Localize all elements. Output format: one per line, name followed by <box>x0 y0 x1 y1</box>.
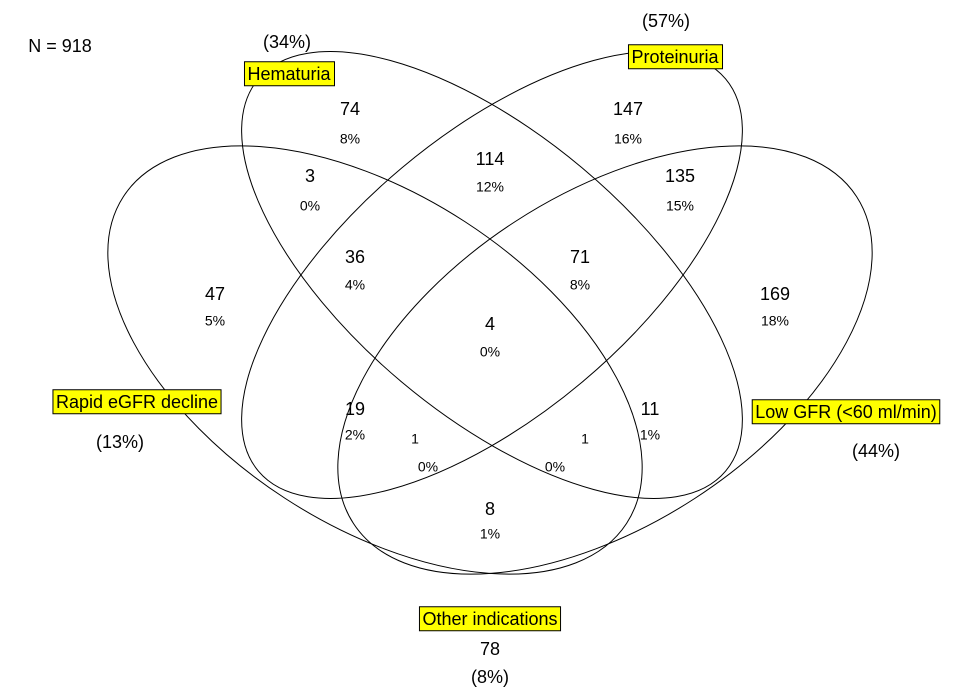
label-box <box>627 44 724 70</box>
region-count: 8 <box>485 499 495 519</box>
region-count: 147 <box>613 99 643 119</box>
region-percent: 5% <box>205 313 225 329</box>
set-percent: (13%) <box>96 432 144 452</box>
n-label: N = 918 <box>28 36 92 56</box>
region-count: 19 <box>345 399 365 419</box>
set-percent: (44%) <box>852 441 900 461</box>
outside-count: 78 <box>480 639 500 659</box>
region-count: 3 <box>305 166 315 186</box>
label-box <box>243 61 336 87</box>
region-percent: 12% <box>476 179 504 195</box>
outside-percent: (8%) <box>471 667 509 687</box>
region-count: 114 <box>476 149 505 169</box>
label-box <box>418 606 562 632</box>
outside-label: Other indications <box>422 609 557 629</box>
region-count: 1 <box>411 431 419 447</box>
region-count: 1 <box>581 431 589 447</box>
proteinuria-set <box>241 51 743 499</box>
set-label: Proteinuria <box>631 47 719 67</box>
region-percent: 0% <box>418 459 438 475</box>
region-percent: 15% <box>666 198 694 214</box>
hematuria-set <box>241 51 743 499</box>
rapid-egfr-set <box>107 145 643 575</box>
region-count: 47 <box>205 284 225 304</box>
region-percent: 0% <box>300 198 320 214</box>
region-count: 169 <box>760 284 790 304</box>
set-label: Low GFR (<60 ml/min) <box>755 402 937 422</box>
region-count: 4 <box>485 314 495 334</box>
region-percent: 8% <box>570 277 590 293</box>
region-percent: 1% <box>480 526 500 542</box>
set-label: Rapid eGFR decline <box>56 392 218 412</box>
region-percent: 2% <box>345 427 365 443</box>
label-box <box>52 389 222 415</box>
set-label: Hematuria <box>247 64 331 84</box>
region-count: 135 <box>665 166 695 186</box>
label-box <box>751 399 941 425</box>
region-percent: 0% <box>480 344 500 360</box>
region-count: 74 <box>340 99 360 119</box>
region-count: 36 <box>345 247 365 267</box>
set-percent: (34%) <box>263 32 311 52</box>
region-percent: 1% <box>640 427 660 443</box>
region-count: 71 <box>570 247 590 267</box>
set-percent: (57%) <box>642 11 690 31</box>
region-percent: 16% <box>614 131 642 147</box>
low-gfr-set <box>337 145 873 575</box>
region-percent: 8% <box>340 131 360 147</box>
region-percent: 18% <box>761 313 789 329</box>
region-percent: 0% <box>545 459 565 475</box>
region-percent: 4% <box>345 277 365 293</box>
region-count: 11 <box>641 399 660 419</box>
